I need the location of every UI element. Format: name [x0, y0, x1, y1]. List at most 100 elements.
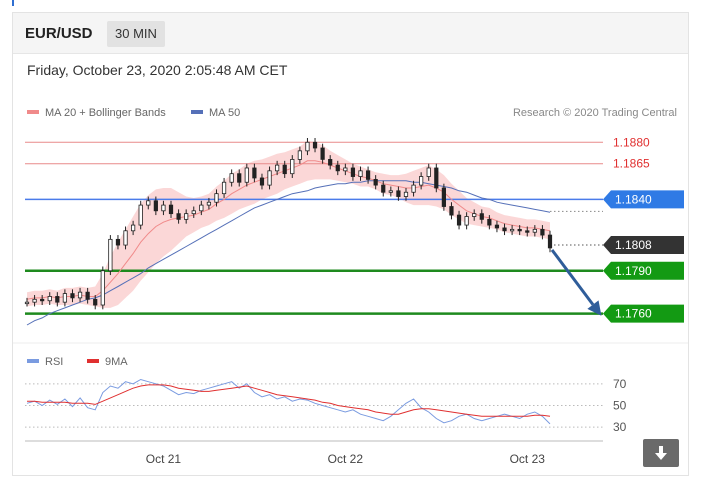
candle-body: [214, 193, 219, 203]
candle-body: [464, 216, 469, 226]
candle-body: [290, 159, 295, 175]
candle-body: [381, 184, 386, 193]
rsi-line: [26, 378, 551, 425]
candle-body: [328, 159, 333, 166]
x-tick-oct-21: Oct 21: [146, 452, 182, 466]
candle-body: [32, 298, 37, 303]
candle-body: [403, 191, 409, 197]
candle-body: [244, 167, 249, 183]
candle-body: [479, 213, 484, 220]
level-1-1840-tag: [603, 190, 684, 209]
ma20-legend-label: MA 20 + Bollinger Bands: [45, 107, 166, 119]
candle-body: [540, 228, 545, 236]
candle-body: [388, 190, 393, 193]
candle-body: [206, 201, 212, 206]
copyright-text: Research © 2020 Trading Central: [513, 107, 677, 119]
top-accent-mark: [12, 0, 14, 6]
candle-body: [267, 170, 272, 186]
candle-body: [24, 301, 30, 305]
candle-body: [85, 291, 90, 300]
level-1-1790-label: 1.1790: [615, 264, 652, 278]
candle-body: [509, 228, 515, 232]
chart-header: EUR/USD 30 MIN: [13, 13, 688, 54]
candle-body: [123, 230, 128, 246]
forecast-arrow-shaft: [550, 249, 595, 306]
candle-body: [275, 164, 280, 172]
download-button[interactable]: [643, 439, 679, 467]
candle-body: [441, 187, 446, 207]
candle-body: [312, 141, 318, 149]
candle-body: [40, 298, 45, 302]
candle-body: [259, 177, 265, 186]
ma50-legend-label: MA 50: [209, 107, 240, 119]
candle-body: [297, 150, 302, 160]
download-arrow-icon: [655, 446, 667, 460]
candle-body: [358, 170, 363, 177]
candle-body: [70, 293, 75, 299]
candle-body: [472, 213, 477, 217]
rsi-ma-line: [27, 384, 551, 417]
chart-card: EUR/USD 30 MIN Friday, October 23, 2020 …: [12, 12, 689, 476]
candle-body: [350, 167, 356, 177]
level-1-1840-label: 1.1840: [615, 192, 652, 206]
candle-body: [335, 164, 340, 172]
candle-body: [547, 234, 553, 249]
candle-body: [184, 213, 189, 220]
level-1-1808-label: 1.1808: [615, 238, 652, 252]
candle-body: [494, 224, 500, 229]
candle-body: [237, 173, 242, 183]
candle-body: [100, 270, 105, 306]
candle-body: [138, 204, 143, 226]
price-chart: MA 20 + Bollinger Bands MA 50 Research ©…: [13, 107, 688, 466]
rsi-tick-70: 70: [613, 377, 627, 391]
candle-body: [426, 167, 431, 177]
candle-body: [320, 147, 325, 160]
candle-body: [176, 213, 181, 220]
rsi-tick-50: 50: [613, 399, 627, 413]
rsi-tick-30: 30: [613, 420, 627, 434]
candle-body: [93, 298, 98, 306]
candle-body: [419, 176, 424, 186]
candle-body: [532, 228, 537, 233]
chart-datetime: Friday, October 23, 2020 2:05:48 AM CET: [27, 62, 288, 78]
level-1-1760-label: 1.1760: [615, 307, 652, 321]
level-1-1808-tag: [603, 236, 684, 255]
candle-body: [373, 178, 378, 186]
bollinger-band-area: [27, 140, 550, 308]
level-1-1790-tag: [603, 261, 684, 280]
candle-body: [487, 218, 492, 226]
candle-body: [343, 167, 348, 172]
rsi-ma-legend-label: 9MA: [105, 356, 128, 368]
candle-body: [168, 204, 174, 215]
timeframe-badge[interactable]: 30 MIN: [107, 21, 165, 47]
candle-body: [199, 204, 204, 212]
candle-body: [411, 184, 416, 193]
candle-body: [108, 238, 113, 272]
x-tick-oct-22: Oct 22: [328, 452, 364, 466]
rsi-legend-label: RSI: [45, 356, 63, 368]
candle-body: [153, 200, 158, 212]
candle-body: [191, 210, 196, 215]
candle-body: [502, 227, 507, 232]
candle-body: [115, 238, 121, 246]
candle-body: [221, 181, 227, 195]
candle-body: [396, 190, 401, 197]
candle-body: [161, 204, 166, 212]
candle-body: [456, 214, 462, 226]
candle-body: [131, 224, 136, 232]
candle-body: [229, 173, 234, 183]
candle-body: [252, 167, 257, 179]
level-1-1865-label: 1.1865: [613, 157, 650, 171]
candle-body: [62, 293, 68, 303]
candle-body: [525, 230, 530, 233]
ma50-line: [26, 180, 551, 326]
ma20-line: [26, 160, 551, 300]
candle-body: [434, 167, 439, 189]
level-1-1880-label: 1.1880: [613, 135, 650, 149]
x-tick-oct-23: Oct 23: [510, 452, 546, 466]
forecast-arrow-head: [587, 300, 602, 316]
candle-body: [517, 228, 522, 232]
level-1-1760-tag: [603, 304, 684, 323]
candle-body: [146, 200, 151, 206]
candle-body: [365, 170, 371, 180]
